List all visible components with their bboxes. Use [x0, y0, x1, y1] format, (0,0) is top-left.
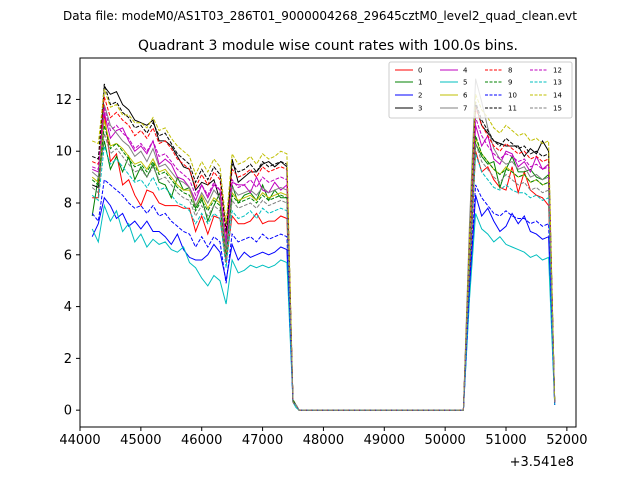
y-tick-label: 6 — [64, 248, 72, 263]
legend-label-13: 13 — [553, 79, 562, 87]
legend-label-4: 4 — [463, 67, 468, 75]
x-axis-offset-label: +3.541e8 — [510, 455, 574, 470]
legend-label-2: 2 — [418, 92, 422, 100]
legend-label-9: 9 — [508, 79, 512, 87]
legend-label-8: 8 — [508, 67, 512, 75]
x-tick-label: 52000 — [546, 433, 587, 448]
x-tick-label: 50000 — [424, 433, 465, 448]
legend-label-10: 10 — [508, 92, 517, 100]
y-tick-label: 12 — [55, 93, 72, 108]
y-tick-label: 4 — [64, 300, 72, 315]
legend-label-7: 7 — [463, 105, 467, 113]
legend-label-3: 3 — [418, 105, 422, 113]
y-axis: 0 2 4 6 8 10 12 — [55, 93, 80, 419]
data-file-caption: Data file: modeM0/AS1T03_286T01_90000042… — [63, 9, 577, 23]
x-tick-label: 49000 — [364, 433, 405, 448]
x-tick-label: 44000 — [59, 433, 100, 448]
y-tick-label: 8 — [64, 197, 72, 212]
x-tick-label: 48000 — [303, 433, 344, 448]
x-tick-label: 51000 — [485, 433, 526, 448]
legend-label-14: 14 — [553, 92, 562, 100]
legend-label-11: 11 — [508, 105, 517, 113]
legend-box — [388, 61, 573, 119]
y-tick-label: 0 — [64, 404, 72, 419]
x-tick-label: 47000 — [242, 433, 283, 448]
legend-label-6: 6 — [463, 92, 468, 100]
x-tick-label: 46000 — [181, 433, 222, 448]
legend-label-1: 1 — [418, 79, 422, 87]
legend-label-15: 15 — [553, 105, 562, 113]
series-line-9 — [91, 125, 556, 411]
chart-title: Quadrant 3 module wise count rates with … — [138, 38, 518, 54]
series-line-15 — [91, 132, 556, 411]
legend-label-5: 5 — [463, 79, 467, 87]
plot-frame — [79, 57, 577, 428]
x-tick-label: 45000 — [120, 433, 161, 448]
y-tick-label: 2 — [64, 352, 72, 367]
y-tick-label: 10 — [55, 145, 72, 160]
legend-label-0: 0 — [418, 67, 422, 75]
x-axis: 44000 45000 46000 47000 48000 49000 50000 51000… — [59, 427, 588, 448]
legend-label-12: 12 — [553, 67, 562, 75]
